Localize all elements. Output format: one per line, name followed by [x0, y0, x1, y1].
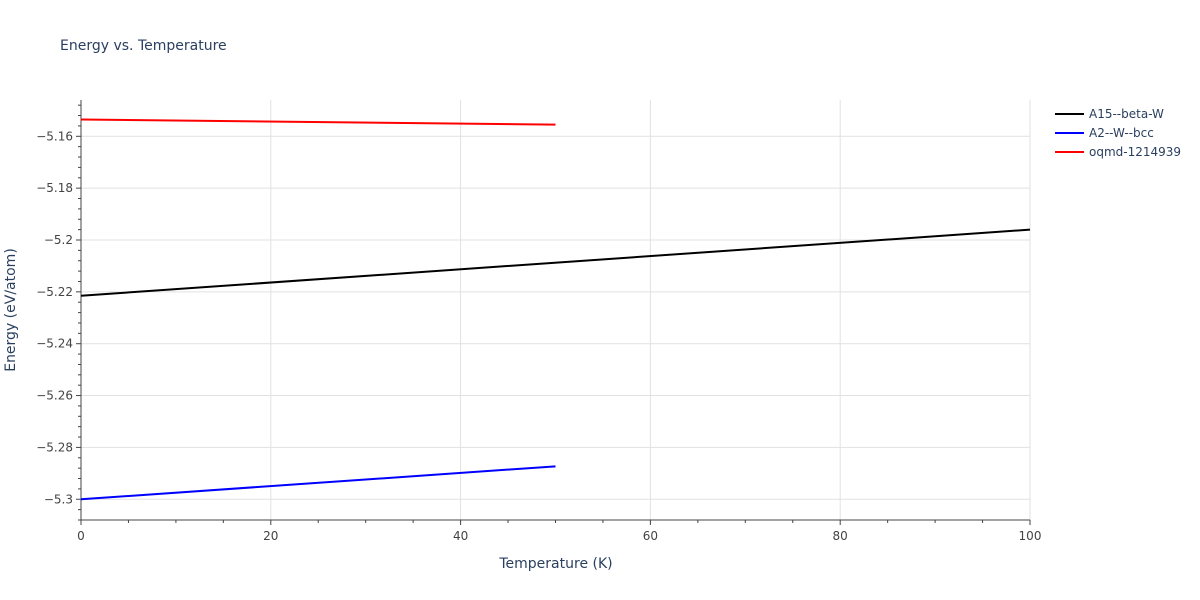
y-tick-label: −5.28 [36, 440, 73, 454]
x-tick-label: 60 [643, 529, 658, 543]
y-tick-label: −5.22 [36, 285, 73, 299]
y-tick-label: −5.2 [44, 233, 73, 247]
legend-item[interactable]: oqmd-1214939 [1055, 145, 1181, 159]
series-line-oqmd-1214939 [80, 118, 556, 126]
x-tick-label: 20 [263, 529, 278, 543]
x-tick-label: 0 [77, 529, 85, 543]
chart-title: Energy vs. Temperature [60, 38, 227, 54]
axes: −5.3 −5.28 −5.26 −5.24 −5.22 −5.2 −5.18 −5.16 0 2… [36, 100, 1041, 543]
series-group [80, 118, 1031, 501]
y-tick-label: −5.16 [36, 129, 73, 143]
grid [81, 100, 1031, 520]
x-tick-label: 80 [833, 529, 848, 543]
legend[interactable]: A15--beta-W A2--W--bcc oqmd-1214939 [1055, 107, 1181, 159]
y-tick-label: −5.26 [36, 389, 73, 403]
legend-label: A15--beta-W [1089, 107, 1164, 121]
legend-label: oqmd-1214939 [1089, 145, 1181, 159]
legend-item[interactable]: A2--W--bcc [1055, 126, 1154, 140]
series-line-A2--W--bcc [80, 465, 556, 501]
y-axis-title: Energy (eV/atom) [3, 248, 19, 372]
x-tick-label: 100 [1019, 529, 1042, 543]
legend-item[interactable]: A15--beta-W [1055, 107, 1164, 121]
y-tick-label: −5.24 [36, 337, 73, 351]
x-axis-title: Temperature (K) [498, 556, 612, 572]
x-tick-label: 40 [453, 529, 468, 543]
y-tick-label: −5.3 [44, 492, 73, 506]
y-tick-label: −5.18 [36, 181, 73, 195]
series-line-A15--beta-W [80, 228, 1031, 297]
legend-label: A2--W--bcc [1089, 126, 1154, 140]
